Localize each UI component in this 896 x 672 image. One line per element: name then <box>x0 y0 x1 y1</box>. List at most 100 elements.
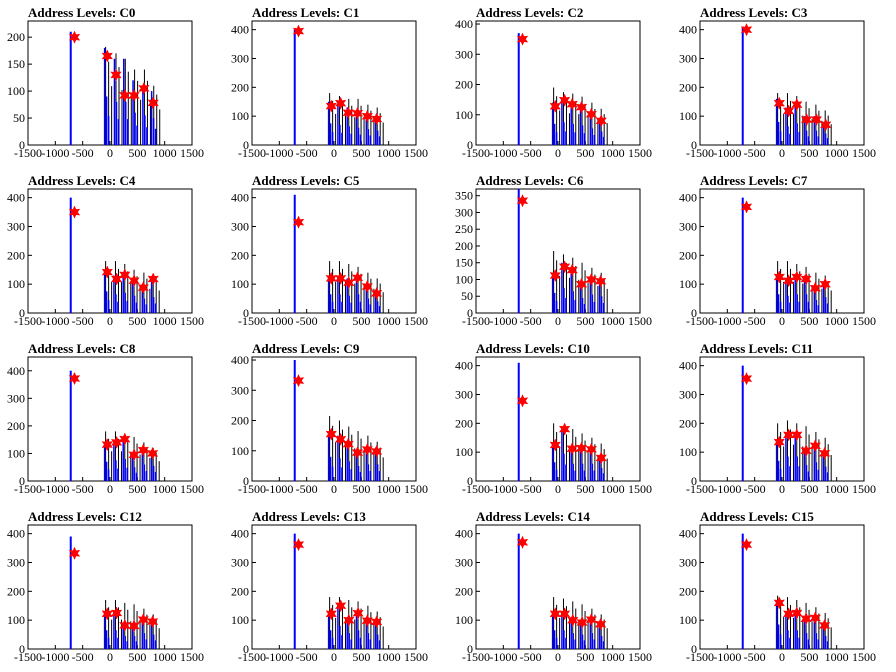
chart-svg: 0 100 200 300 400 -1500 -1000 -500 0 500 1000 1500 <box>679 356 876 496</box>
peak-marker-star <box>567 613 579 627</box>
plot-frame <box>27 188 193 314</box>
peak-marker-star <box>818 618 831 633</box>
x-tick-label: -1500 <box>14 650 42 664</box>
peak-marker-star <box>594 274 607 288</box>
x-tick-label: 500 <box>352 146 370 160</box>
x-tick-label: 1000 <box>377 650 401 664</box>
y-tick-label: 300 <box>7 555 25 569</box>
peak-marker-star <box>585 272 598 287</box>
y-tick-label: 150 <box>455 256 473 270</box>
peak-marker-star <box>110 435 123 450</box>
plot-frame <box>699 188 865 314</box>
x-tick-label: 0 <box>107 146 113 160</box>
x-tick-label: 1500 <box>180 482 204 496</box>
y-tick-label: 100 <box>7 446 25 460</box>
chart-panel: Address Levels: C11 0 100 200 300 400 -1500 -10… <box>672 336 896 504</box>
x-tick-label: -500 <box>520 146 542 160</box>
peak-marker-star <box>370 615 383 629</box>
x-tick-label: -1000 <box>713 314 741 328</box>
chart-svg: 0 100 200 300 400 -1500 -1000 -500 0 500 1000 1500 <box>7 524 204 664</box>
x-tick-label: -1000 <box>489 482 517 496</box>
chart-title: Address Levels: C7 <box>700 173 808 188</box>
x-tick-label: -500 <box>520 482 542 496</box>
y-tick-label: 200 <box>231 248 249 262</box>
plot-frame <box>251 188 417 314</box>
peak-marker-star <box>361 279 374 294</box>
chart-svg: 0 100 200 300 400 -1500 -1000 -500 0 500 1000 1500 <box>679 524 876 664</box>
peak-marker-star <box>558 607 571 621</box>
peak-marker-star <box>782 428 795 442</box>
peak-marker-star <box>558 93 571 107</box>
x-tick-label: 0 <box>331 146 337 160</box>
y-tick-label: 300 <box>7 391 25 405</box>
plot-frame <box>475 524 641 650</box>
plot-frame <box>251 20 417 146</box>
peak-marker-star <box>800 272 812 286</box>
x-tick-label: -1000 <box>713 650 741 664</box>
y-tick-label: 50 <box>13 111 25 125</box>
y-tick-label: 50 <box>461 289 473 303</box>
peak-marker-star <box>549 268 562 283</box>
peak-marker-star <box>342 106 354 120</box>
peak-marker-star <box>325 271 338 286</box>
y-tick-label: 300 <box>231 219 249 233</box>
chart-svg: 0 100 200 300 400 -1500 -1000 -500 0 500 1000 1500 <box>455 17 652 160</box>
y-tick-label: 400 <box>679 191 697 205</box>
plot-frame <box>27 20 193 146</box>
y-tick-label: 0 <box>691 642 697 656</box>
plot-frame <box>27 356 193 482</box>
x-tick-label: -1500 <box>238 650 266 664</box>
plot-frame <box>699 524 865 650</box>
peak-marker-star <box>128 274 140 288</box>
peak-marker-star <box>325 607 338 621</box>
chart-svg: 0 100 200 300 400 -1500 -1000 -500 0 500 1000 1500 <box>455 356 652 496</box>
y-tick-label: 100 <box>679 613 697 627</box>
y-tick-label: 0 <box>243 306 249 320</box>
peak-marker-star <box>128 88 140 103</box>
x-tick-label: -1000 <box>265 314 293 328</box>
peak-marker-star <box>549 607 562 621</box>
x-tick-label: -500 <box>296 482 318 496</box>
peak-marker-star <box>791 270 803 284</box>
x-tick-label: -1500 <box>686 482 714 496</box>
x-tick-label: 1500 <box>404 482 428 496</box>
y-tick-label: 100 <box>7 277 25 291</box>
plot-frame <box>699 356 865 482</box>
peak-marker-star <box>566 97 578 111</box>
y-tick-label: 300 <box>231 51 249 65</box>
chart-title: Address Levels: C6 <box>476 173 584 188</box>
x-tick-label: -500 <box>744 146 766 160</box>
peak-marker-star <box>575 277 588 291</box>
x-tick-label: 500 <box>800 314 818 328</box>
x-tick-label: 0 <box>555 314 561 328</box>
peak-marker-star <box>292 537 305 552</box>
x-tick-label: 500 <box>128 482 146 496</box>
x-tick-label: 0 <box>779 146 785 160</box>
peak-marker-star <box>342 437 354 451</box>
peak-marker-star <box>558 422 571 436</box>
x-tick-label: 1000 <box>601 146 625 160</box>
x-tick-label: 1500 <box>852 650 876 664</box>
peak-marker-star <box>370 444 383 459</box>
peak-marker-star <box>325 99 338 113</box>
peak-marker-star <box>791 606 803 620</box>
y-tick-label: 100 <box>231 444 249 458</box>
x-tick-label: 1500 <box>180 314 204 328</box>
chart-panel: Address Levels: C6 0 50 100 150 200 250 300 350 -… <box>448 168 672 336</box>
x-tick-label: 500 <box>128 650 146 664</box>
peak-marker-star <box>68 30 81 44</box>
y-tick-label: 200 <box>455 78 473 92</box>
chart-panel: Address Levels: C0 0 50 100 150 200 -1500 -1000… <box>0 0 224 168</box>
peak-marker-star <box>147 96 159 110</box>
x-tick-label: 1500 <box>404 146 428 160</box>
x-tick-label: -1500 <box>238 482 266 496</box>
chart-title: Address Levels: C9 <box>252 341 360 356</box>
x-tick-label: 1000 <box>153 650 177 664</box>
x-tick-label: 1000 <box>601 314 625 328</box>
peak-marker-star <box>818 446 831 460</box>
y-tick-label: 200 <box>7 30 25 44</box>
peak-marker-star <box>773 435 786 449</box>
chart-title: Address Levels: C5 <box>252 173 360 188</box>
x-tick-label: -1000 <box>265 146 293 160</box>
x-tick-label: -500 <box>520 650 542 664</box>
